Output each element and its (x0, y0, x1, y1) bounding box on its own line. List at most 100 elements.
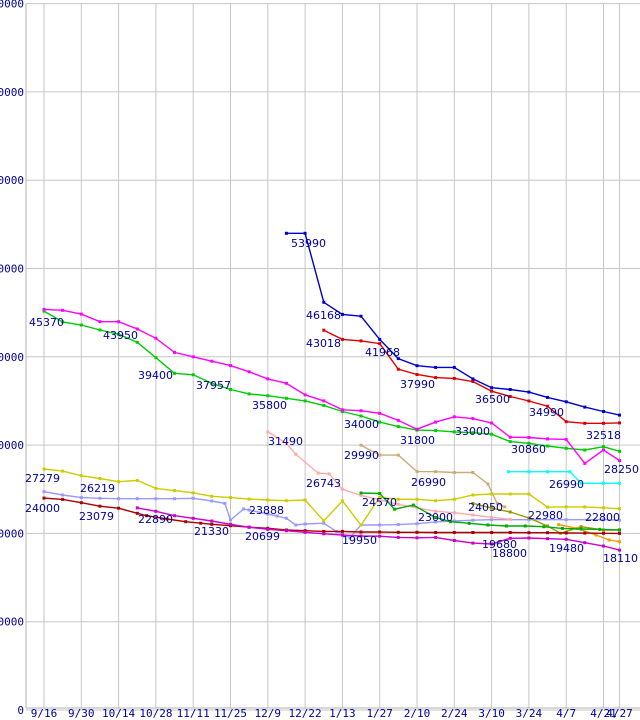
data-point-marker (618, 528, 621, 532)
data-point-marker (564, 437, 568, 441)
data-point-marker (607, 538, 611, 542)
series-line (323, 329, 620, 424)
price-annotation: 24570 (362, 496, 397, 509)
data-point-marker (467, 521, 471, 525)
price-annotation: 24000 (25, 502, 60, 515)
data-point-marker (79, 312, 83, 316)
price-annotation: 19950 (342, 534, 377, 547)
data-point-marker (434, 531, 438, 534)
data-point-marker (618, 413, 621, 417)
data-point-marker (303, 393, 307, 397)
data-point-marker (452, 376, 456, 380)
x-axis-date-label: 1/13 (329, 707, 356, 720)
series-cyan-26990 (506, 470, 621, 485)
price-annotation: 28250 (604, 463, 639, 476)
data-point-marker (602, 481, 605, 485)
price-annotation: 26219 (80, 482, 115, 495)
data-point-marker (135, 327, 139, 331)
price-annotation: 19480 (549, 542, 584, 555)
data-point-marker (117, 480, 121, 484)
data-point-marker (378, 534, 382, 538)
data-point-marker (434, 516, 438, 519)
data-point-marker (396, 418, 400, 422)
data-point-marker (359, 534, 363, 538)
data-point-marker (490, 531, 494, 534)
data-point-marker (542, 525, 546, 529)
data-point-marker (173, 514, 176, 518)
data-point-marker (322, 403, 326, 407)
data-point-marker (546, 505, 549, 509)
data-point-marker (434, 420, 438, 424)
price-annotation: 22980 (528, 509, 563, 522)
price-annotation: 29990 (344, 449, 379, 462)
data-point-marker (378, 495, 382, 499)
data-point-marker (568, 470, 572, 474)
data-point-marker (210, 519, 214, 523)
data-point-marker (154, 486, 158, 490)
data-point-marker (359, 443, 363, 447)
data-point-marker (602, 445, 605, 449)
price-annotation: 27279 (25, 472, 60, 485)
data-point-marker (527, 470, 531, 474)
data-point-marker (396, 367, 400, 371)
data-point-marker (434, 520, 438, 524)
data-point-marker (546, 470, 549, 474)
data-point-marker (393, 507, 397, 511)
data-point-marker (508, 492, 512, 496)
data-point-marker (449, 520, 453, 524)
data-point-marker (322, 532, 326, 536)
x-axis-date-label: 10/28 (139, 707, 172, 720)
x-axis-date-label: 11/11 (177, 707, 210, 720)
data-point-marker (495, 501, 499, 505)
x-axis-date-label: 2/24 (441, 707, 468, 720)
price-annotation: 26990 (411, 476, 446, 489)
data-point-marker (98, 504, 102, 508)
data-point-marker (471, 417, 475, 421)
data-point-marker (583, 421, 587, 425)
data-point-marker (583, 405, 587, 409)
x-axis-date-label: 4/27 (606, 707, 633, 720)
price-annotation: 41968 (365, 346, 400, 359)
data-point-marker (266, 430, 270, 434)
data-point-marker (527, 536, 531, 540)
data-point-marker (618, 449, 621, 453)
data-point-marker (396, 497, 400, 501)
data-point-marker (229, 496, 232, 500)
price-annotation: 53990 (291, 237, 326, 250)
data-point-marker (434, 429, 438, 433)
data-point-marker (471, 471, 475, 474)
data-point-marker (359, 339, 363, 343)
data-point-marker (303, 522, 307, 526)
data-point-marker (117, 332, 121, 336)
data-point-marker (396, 425, 400, 429)
data-point-marker (452, 415, 456, 419)
data-point-marker (471, 493, 475, 497)
data-point-marker (527, 390, 531, 394)
data-point-marker (579, 527, 583, 531)
data-point-marker (242, 507, 246, 511)
data-point-marker (378, 530, 382, 534)
data-point-marker (135, 340, 139, 344)
price-annotation: 32518 (586, 429, 621, 442)
series-pink-31490 (266, 430, 512, 521)
data-point-marker (557, 523, 561, 527)
data-point-marker (359, 491, 363, 495)
data-point-marker (396, 535, 400, 539)
data-point-marker (79, 496, 83, 500)
data-point-marker (546, 444, 549, 448)
data-point-marker (275, 514, 279, 518)
data-point-marker (266, 377, 270, 381)
data-point-marker (378, 420, 382, 424)
data-point-marker (452, 519, 456, 523)
data-point-marker (165, 517, 169, 521)
data-point-marker (322, 300, 326, 304)
data-point-marker (340, 529, 344, 533)
data-point-marker (415, 373, 419, 376)
data-point-marker (527, 492, 531, 496)
price-annotation: 23079 (79, 510, 114, 523)
data-point-marker (434, 509, 438, 513)
data-point-marker (506, 470, 510, 474)
data-point-marker (546, 404, 549, 408)
data-point-marker (42, 467, 46, 471)
series-magenta1-45370 (42, 307, 621, 465)
